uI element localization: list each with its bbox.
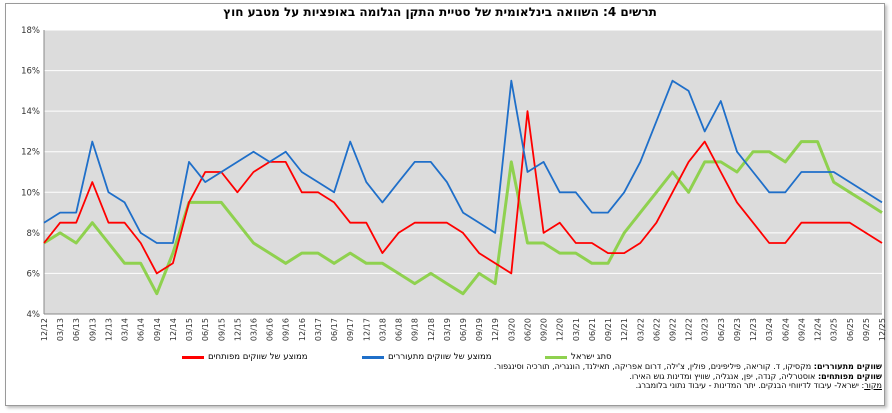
note-developed: שווקים מפותחים: אוסטרליה, קנדה, יפן, אנג… xyxy=(462,372,882,382)
x-tick-label: 03/24 xyxy=(765,318,774,341)
x-tick-label: 03/21 xyxy=(572,318,581,341)
y-tick-label: 14% xyxy=(21,107,40,117)
x-tick-label: 12/12 xyxy=(40,318,49,341)
plot-area xyxy=(44,30,882,314)
x-tick-label: 12/24 xyxy=(814,318,823,341)
x-tick-label: 09/22 xyxy=(669,318,678,341)
y-tick-label: 6% xyxy=(27,269,41,279)
x-tick-label: 06/16 xyxy=(266,318,275,341)
x-tick-label: 03/16 xyxy=(250,318,259,341)
series-line-1 xyxy=(43,79,883,244)
x-tick-label: 09/25 xyxy=(862,318,871,341)
series-line-0 xyxy=(43,110,883,275)
x-tick-label: 09/17 xyxy=(346,318,355,341)
legend-item-developed: ממוצע של שווקים מפותחים xyxy=(182,352,308,362)
x-tick-label: 12/22 xyxy=(685,318,694,341)
x-tick-label: 09/14 xyxy=(153,318,162,341)
x-tick-label: 03/13 xyxy=(56,318,65,341)
x-tick-label: 12/19 xyxy=(491,318,500,341)
x-tick-label: 09/18 xyxy=(411,318,420,341)
x-tick-label: 09/16 xyxy=(282,318,291,341)
x-tick-label: 12/13 xyxy=(104,318,113,341)
x-tick-label: 12/21 xyxy=(620,318,629,341)
x-tick-label: 03/20 xyxy=(507,318,516,341)
x-tick-label: 03/17 xyxy=(314,318,323,341)
x-tick-label: 09/23 xyxy=(733,318,742,341)
x-tick-label: 06/21 xyxy=(588,318,597,341)
note-source-text: : ישראל- עיבוד לדיווחי הבנקים. יתר המדינ… xyxy=(635,381,865,390)
note-source-label: מקור xyxy=(864,381,882,390)
x-tick-label: 09/19 xyxy=(475,318,484,341)
x-tick-label: 12/23 xyxy=(749,318,758,341)
chart-notes: שווקים מתעוררים: מקסיקו, ד. קוריאה, פילי… xyxy=(462,362,882,391)
x-tick-label: 06/20 xyxy=(523,318,532,341)
y-tick-label: 4% xyxy=(27,310,41,320)
note-developed-label: שווקים מפותחים: xyxy=(817,371,882,381)
legend-label-emerging: ממוצע של שווקים מתעוררים xyxy=(388,352,492,362)
x-tick-label: 12/18 xyxy=(427,318,436,341)
note-emerging: שווקים מתעוררים: מקסיקו, ד. קוריאה, פילי… xyxy=(462,362,882,372)
y-tick-label: 8% xyxy=(27,229,41,239)
x-tick-label: 06/17 xyxy=(330,318,339,341)
x-tick-label: 03/15 xyxy=(185,318,194,341)
x-tick-label: 12/16 xyxy=(298,318,307,341)
y-tick-label: 18% xyxy=(21,26,40,36)
x-tick-label: 03/23 xyxy=(701,318,710,341)
note-developed-text: אוסטרליה, קנדה, יפן, אנגליה, שוויץ ומדינ… xyxy=(629,371,818,381)
x-tick-label: 09/24 xyxy=(797,318,806,341)
legend-swatch-developed xyxy=(182,355,204,359)
x-tick-label: 06/18 xyxy=(395,318,404,341)
x-tick-label: 06/24 xyxy=(781,318,790,341)
x-tick-label: 09/20 xyxy=(540,318,549,341)
legend-label-developed: ממוצע של שווקים מפותחים xyxy=(208,352,308,362)
legend-item-emerging: ממוצע של שווקים מתעוררים xyxy=(362,352,492,362)
chart-title: תרשים 4: השוואה בינלאומית של סטיית התקן … xyxy=(223,5,657,19)
legend-label-israel: סתג ישראל xyxy=(571,352,612,362)
legend-item-israel: סתג ישראל xyxy=(545,352,612,362)
legend-swatch-israel xyxy=(545,355,567,359)
x-tick-label: 06/22 xyxy=(652,318,661,341)
x-tick-label: 03/19 xyxy=(443,318,452,341)
x-tick-label: 06/25 xyxy=(846,318,855,341)
x-tick-label: 09/15 xyxy=(217,318,226,341)
x-tick-label: 03/22 xyxy=(636,318,645,341)
note-emerging-label: שווקים מתעוררים: xyxy=(813,362,882,371)
x-tick-label: 09/13 xyxy=(88,318,97,341)
x-tick-label: 06/14 xyxy=(137,318,146,341)
y-tick-label: 10% xyxy=(21,188,40,198)
x-tick-label: 09/21 xyxy=(604,318,613,341)
x-tick-label: 03/18 xyxy=(378,318,387,341)
x-tick-label: 06/15 xyxy=(201,318,210,341)
note-emerging-text: מקסיקו, ד. קוריאה, פיליפינים, פולין, צ'י… xyxy=(493,362,814,371)
x-tick-label: 03/25 xyxy=(830,318,839,341)
legend-swatch-emerging xyxy=(362,355,384,359)
x-tick-label: 12/15 xyxy=(233,318,242,341)
x-tick-label: 06/23 xyxy=(717,318,726,341)
x-tick-label: 03/14 xyxy=(121,318,130,341)
note-source: מקור: ישראל- עיבוד לדיווחי הבנקים. יתר ה… xyxy=(462,381,882,391)
x-tick-label: 06/13 xyxy=(72,318,81,341)
x-tick-label: 12/17 xyxy=(362,318,371,341)
y-tick-label: 16% xyxy=(21,67,40,77)
x-tick-label: 12/14 xyxy=(169,318,178,341)
x-tick-label: 12/25 xyxy=(878,318,887,341)
y-tick-label: 12% xyxy=(21,148,40,158)
x-tick-label: 06/19 xyxy=(459,318,468,341)
x-tick-label: 12/20 xyxy=(556,318,565,341)
